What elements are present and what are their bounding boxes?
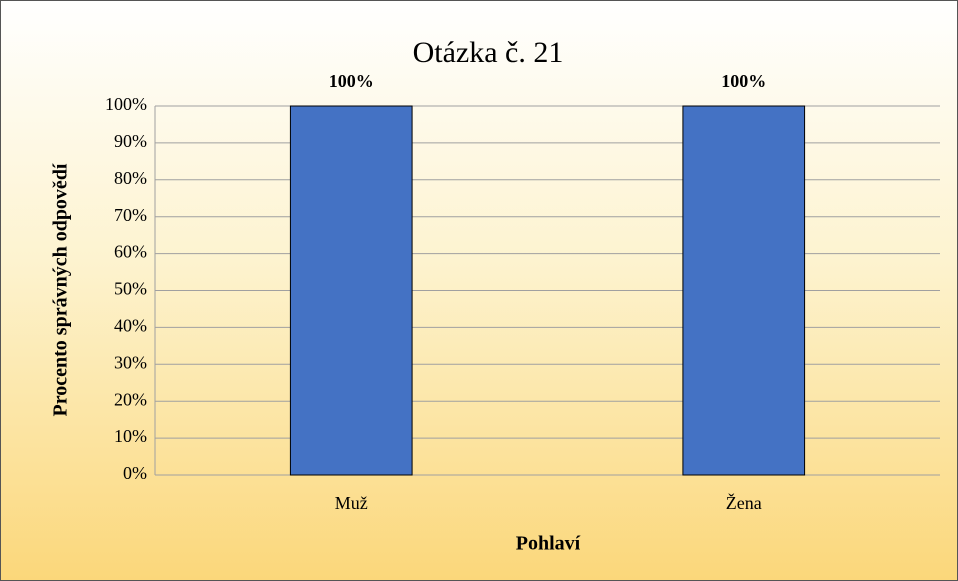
y-tick-label: 40% xyxy=(114,316,147,336)
chart-title: Otázka č. 21 xyxy=(413,36,564,69)
y-tick-label: 0% xyxy=(123,463,147,483)
y-tick-label: 80% xyxy=(114,168,147,188)
x-tick-label: Žena xyxy=(726,492,762,513)
y-tick-label: 30% xyxy=(114,352,147,372)
x-tick-label: Muž xyxy=(335,493,368,513)
bar xyxy=(289,105,413,476)
y-tick-label: 70% xyxy=(114,205,147,225)
y-tick-label: 50% xyxy=(114,279,147,299)
x-axis-title: Pohlaví xyxy=(516,533,581,555)
y-tick-label: 60% xyxy=(114,242,147,262)
y-tick-label: 20% xyxy=(114,389,147,409)
y-axis-title: Procento správných odpovědí xyxy=(50,163,72,416)
y-tick-label: 90% xyxy=(114,131,147,151)
y-tick-label: 100% xyxy=(105,94,147,114)
bar xyxy=(682,105,806,476)
value-label: 100% xyxy=(329,71,374,91)
y-tick-label: 10% xyxy=(114,426,147,446)
value-label: 100% xyxy=(721,71,766,91)
